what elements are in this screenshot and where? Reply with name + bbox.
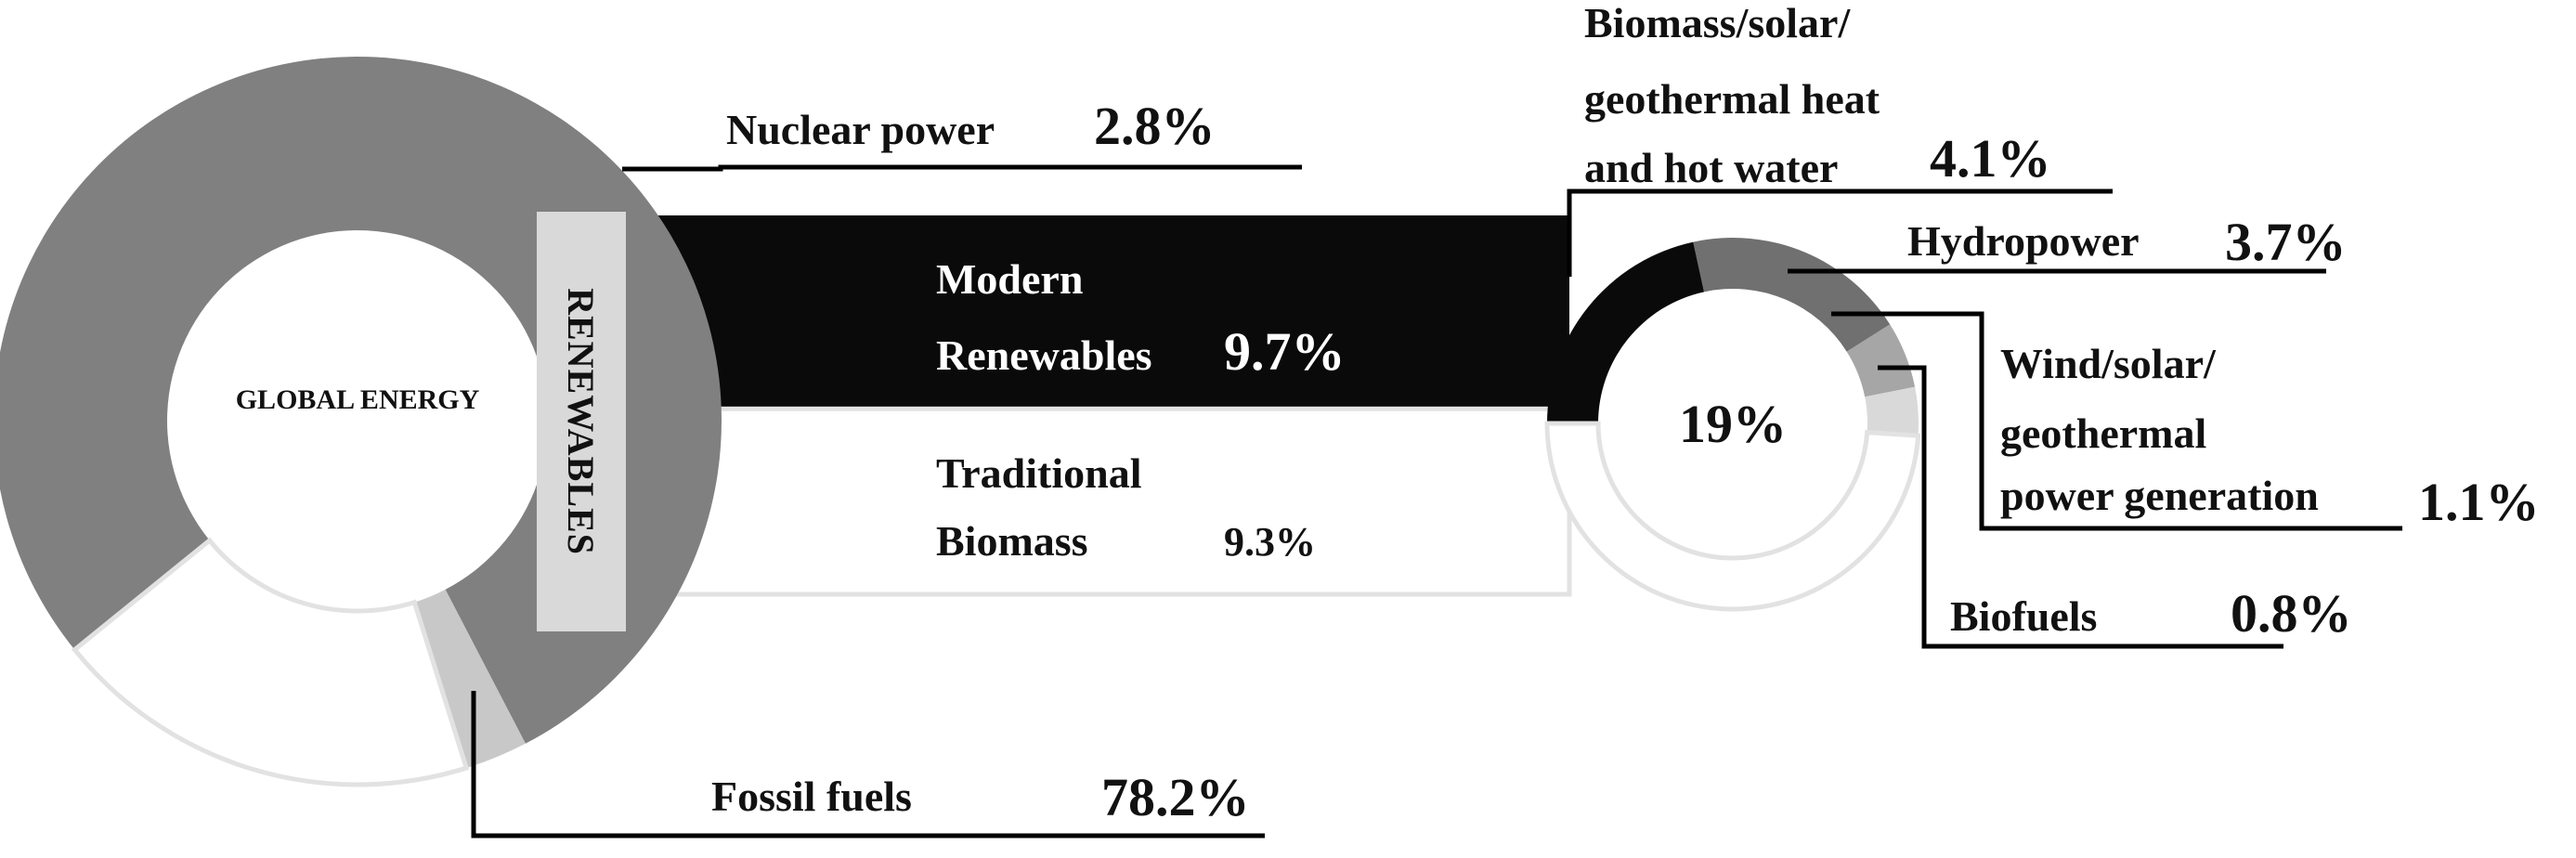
- donut-slice-hydropower: [1693, 237, 1891, 352]
- fossil-label: Fossil fuels: [711, 773, 912, 820]
- heat-leader-line: [1567, 188, 2113, 277]
- traditional-biomass-label-1: Traditional: [936, 449, 1142, 497]
- global-energy-center-label: GLOBAL ENERGY: [236, 384, 480, 415]
- modern-renewables-label-2: Renewables: [936, 332, 1152, 379]
- bar-segment-modern-renewables: [641, 215, 1569, 410]
- wind-leader-line: [1831, 311, 2402, 531]
- wind-value: 1.1%: [2418, 472, 2540, 532]
- heat-label-1: Biomass/solar/: [1584, 0, 1851, 46]
- heat-value: 4.1%: [1930, 128, 2051, 188]
- bar-segment-traditional-biomass: [638, 406, 1572, 597]
- donut-slice-biofuels: [1865, 386, 1919, 436]
- wind-label-1: Wind/solar/: [2000, 340, 2217, 387]
- heat-label-2: geothermal heat: [1584, 75, 1880, 123]
- biofuels-leader-line: [1878, 365, 2283, 649]
- donut-slice-nuclear-power: [414, 589, 526, 769]
- donut-slice-renewables: [71, 537, 470, 787]
- hydro-label: Hydropower: [1907, 217, 2140, 265]
- donut-slice-traditional-biomass: [1544, 421, 1921, 612]
- nuclear-label: Nuclear power: [726, 106, 995, 153]
- leader-lines: [471, 164, 2402, 838]
- renewables-breakdown-donut: [1544, 237, 1921, 612]
- modern-renewables-label-1: Modern: [936, 255, 1083, 303]
- renewables-label: RENEWABLES: [560, 288, 602, 555]
- wind-label-2: geothermal: [2000, 410, 2206, 457]
- nuclear-leader-line: [622, 164, 1302, 172]
- fossil-value: 78.2%: [1101, 767, 1250, 827]
- traditional-biomass-value: 9.3%: [1224, 519, 1316, 565]
- donut-slice-biomass-solar-geothermal-heat-and-hot-water: [1547, 241, 1705, 423]
- heat-label-3: and hot water: [1584, 144, 1838, 191]
- traditional-biomass-label-2: Biomass: [936, 517, 1088, 565]
- hydro-value: 3.7%: [2225, 212, 2347, 272]
- biofuels-value: 0.8%: [2231, 583, 2352, 644]
- wind-label-3: power generation: [2000, 472, 2319, 519]
- renewables-label-box: [537, 212, 626, 631]
- biofuels-label: Biofuels: [1950, 592, 2097, 640]
- renewables-bar: [638, 215, 1572, 597]
- nuclear-value: 2.8%: [1094, 96, 1216, 156]
- donut-slice-wind-solar-geothermal-power-generation: [1846, 324, 1916, 397]
- renewables-total-label: 19%: [1679, 394, 1787, 454]
- modern-renewables-value: 9.7%: [1224, 321, 1346, 382]
- fossil-leader-line: [471, 691, 1265, 838]
